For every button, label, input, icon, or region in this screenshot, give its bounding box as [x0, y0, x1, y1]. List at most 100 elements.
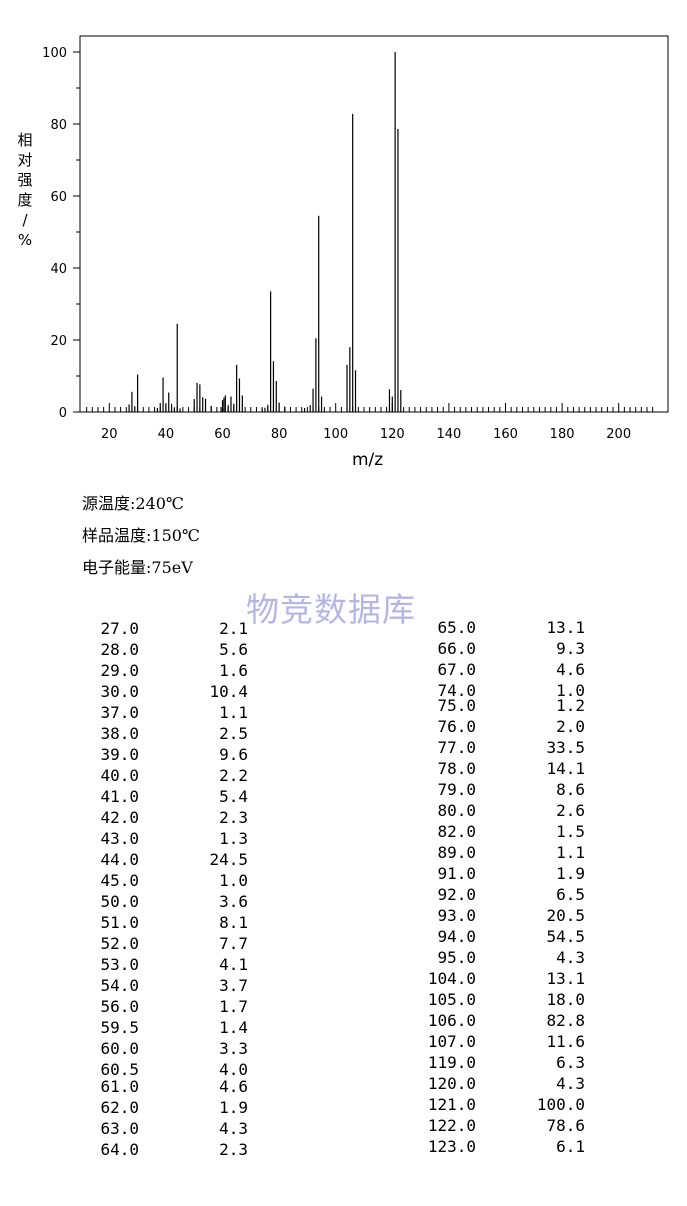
source-temperature: 源温度:240℃: [82, 494, 184, 513]
peak-abundance: 3.6: [219, 892, 248, 911]
y-axis: 0 20 40 60 80 100: [42, 46, 80, 421]
peak-table-row: 80.0 2.6: [0, 801, 585, 821]
peak-table-row: 60.0 3.3: [0, 1039, 500, 1059]
x-axis: 20 40 60 80 100 120 140 160 180 200: [101, 403, 631, 442]
peak-abundance: 5.6: [219, 640, 248, 659]
peak-table-row: 42.0 2.3: [0, 808, 500, 828]
peak-mz: 30.0: [100, 682, 139, 701]
peak-abundance: 2.2: [219, 766, 248, 785]
peak-table-row: 54.0 3.7: [0, 976, 500, 996]
peak-mz: 40.0: [100, 766, 139, 785]
peak-table-row: 76.0 2.0: [0, 717, 585, 737]
peak-table-row: 105.0 18.0: [0, 990, 585, 1010]
peak-abundance: 33.5: [546, 738, 585, 757]
peak-abundance: 18.0: [546, 990, 585, 1009]
peak-mz: 59.5: [100, 1018, 139, 1037]
peak-abundance: 1.1: [219, 703, 248, 722]
peak-mz: 95.0: [437, 948, 476, 967]
peak-mz: 104.0: [427, 969, 476, 988]
peak-table-row: 92.0 6.5: [0, 885, 585, 905]
x-tick-label: 40: [158, 427, 175, 442]
peak-table-row: 122.0 78.6: [0, 1116, 585, 1136]
peak-abundance: 1.3: [219, 829, 248, 848]
peak-abundance: 9.6: [219, 745, 248, 764]
peak-abundance: 1.4: [219, 1018, 248, 1037]
peak-mz: 41.0: [100, 787, 139, 806]
peak-mz: 45.0: [100, 871, 139, 890]
peak-table-row: 93.0 20.5: [0, 906, 585, 926]
peak-abundance: 2.5: [219, 724, 248, 743]
peak-abundance: 2.1: [219, 619, 248, 638]
peak-abundance: 1.9: [219, 1098, 248, 1117]
peak-table-row: 89.0 1.1: [0, 843, 585, 863]
peak-abundance: 6.1: [556, 1137, 585, 1156]
y-axis-label: 相对强度 /%: [17, 131, 33, 249]
peak-mz: 29.0: [100, 661, 139, 680]
peak-mz: 52.0: [100, 934, 139, 953]
peak-abundance: 1.9: [556, 864, 585, 883]
y-tick-label: 60: [50, 190, 67, 205]
peak-abundance: 4.3: [556, 948, 585, 967]
acquisition-parameters: 源温度:240℃ 样品温度:150℃ 电子能量:75eV: [82, 491, 200, 587]
x-tick-label: 180: [550, 427, 575, 442]
peak-table-row: 51.0 8.1: [0, 913, 500, 933]
peak-abundance: 6.5: [556, 885, 585, 904]
peak-table-row: 82.0 1.5: [0, 822, 585, 842]
peak-table-row: 106.0 82.8: [0, 1011, 585, 1031]
y-tick-label: 80: [50, 118, 67, 133]
peak-mz: 120.0: [427, 1074, 476, 1093]
peak-table-row: 28.0 5.6: [0, 640, 500, 660]
peak-mz: 91.0: [437, 864, 476, 883]
y-tick-label: 20: [50, 334, 67, 349]
peak-mz: 61.0: [100, 1077, 139, 1096]
peak-abundance: 1.5: [556, 822, 585, 841]
peak-mz: 65.0: [437, 618, 476, 637]
peak-abundance: 13.1: [546, 618, 585, 637]
peak-table-row: 53.0 4.1: [0, 955, 500, 975]
x-tick-label: 60: [214, 427, 231, 442]
peak-abundance: 8.6: [556, 780, 585, 799]
peak-mz: 62.0: [100, 1098, 139, 1117]
peak-mz: 106.0: [427, 1011, 476, 1030]
peak-table-row: 41.0 5.4: [0, 787, 500, 807]
peak-mz: 89.0: [437, 843, 476, 862]
peak-table-row: 39.0 9.6: [0, 745, 500, 765]
peak-table-row: 50.0 3.6: [0, 892, 500, 912]
peak-mz: 63.0: [100, 1119, 139, 1138]
peak-table-row: 61.0 4.6: [0, 1077, 500, 1097]
peak-table-row: 75.0 1.2: [0, 696, 585, 716]
peak-table-row: 66.0 9.3: [0, 639, 585, 659]
x-tick-label: 160: [493, 427, 518, 442]
peak-abundance: 100.0: [536, 1095, 585, 1114]
peak-abundance: 24.5: [209, 850, 248, 869]
peak-mz: 82.0: [437, 822, 476, 841]
peak-abundance: 2.6: [556, 801, 585, 820]
peak-abundance: 9.3: [556, 639, 585, 658]
peak-table-row: 38.0 2.5: [0, 724, 500, 744]
peak-mz: 119.0: [427, 1053, 476, 1072]
x-tick-label: 100: [323, 427, 348, 442]
watermark: 物竞数据库: [246, 590, 416, 629]
peak-abundance: 20.5: [546, 906, 585, 925]
peak-table-row: 37.0 1.1: [0, 703, 500, 723]
peak-mz: 53.0: [100, 955, 139, 974]
peak-abundance: 1.6: [219, 661, 248, 680]
peak-abundance: 2.3: [219, 1140, 248, 1159]
peak-mz: 60.5: [100, 1060, 139, 1079]
plot-frame: [79, 35, 669, 413]
x-tick-label: 20: [101, 427, 118, 442]
peak-table-row: 62.0 1.9: [0, 1098, 500, 1118]
peak-table-row: 44.0 24.5: [0, 850, 500, 870]
peak-mz: 27.0: [100, 619, 139, 638]
peak-table-row: 45.0 1.0: [0, 871, 500, 891]
peak-table-row: 94.0 54.5: [0, 927, 585, 947]
peak-table-row: 64.0 2.3: [0, 1140, 500, 1160]
peak-table-row: 56.0 1.7: [0, 997, 500, 1017]
peak-table-row: 27.0 2.1: [0, 619, 500, 639]
peak-abundance: 4.1: [219, 955, 248, 974]
peak-mz: 67.0: [437, 660, 476, 679]
peak-mz: 28.0: [100, 640, 139, 659]
peak-table-row: 40.0 2.2: [0, 766, 500, 786]
peak-mz: 50.0: [100, 892, 139, 911]
peak-abundance: 7.7: [219, 934, 248, 953]
